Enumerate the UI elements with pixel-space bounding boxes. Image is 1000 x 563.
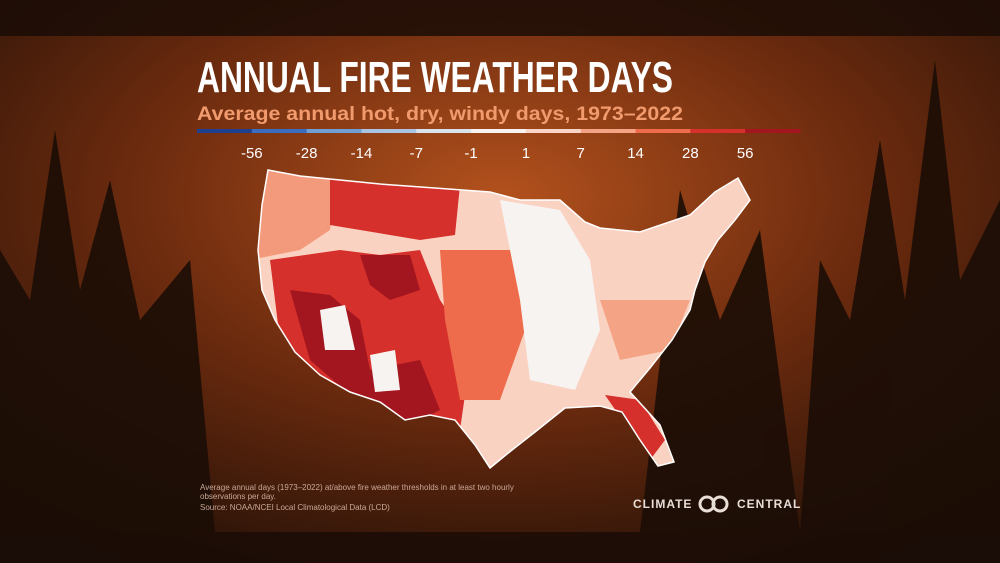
legend: -56 -28 -14 -7 -1 1 7 14 28 56 bbox=[197, 129, 801, 162]
legend-label: 1 bbox=[522, 145, 530, 162]
legend-label: -7 bbox=[410, 145, 423, 162]
legend-swatch bbox=[471, 129, 527, 133]
source: Source: NOAA/NCEI Local Climatological D… bbox=[200, 503, 390, 512]
region-low-desert bbox=[370, 350, 400, 392]
legend-label: 14 bbox=[627, 145, 644, 162]
title: ANNUAL FIRE WEATHER DAYS bbox=[197, 53, 673, 102]
legend-swatch bbox=[525, 129, 582, 133]
logo-text: CENTRAL bbox=[737, 497, 801, 511]
legend-swatch bbox=[361, 129, 417, 133]
legend-swatch bbox=[197, 129, 253, 133]
legend-label: 7 bbox=[577, 145, 585, 162]
legend-swatch bbox=[416, 129, 472, 133]
legend-swatch bbox=[306, 129, 362, 133]
legend-swatch bbox=[745, 129, 801, 133]
legend-label: -14 bbox=[351, 145, 373, 162]
top-band bbox=[0, 0, 1000, 36]
legend-swatch bbox=[690, 129, 746, 133]
tree-silhouettes bbox=[0, 60, 1000, 532]
region-midwest bbox=[500, 200, 600, 390]
legend-label: -28 bbox=[296, 145, 318, 162]
bottom-band bbox=[0, 532, 1000, 563]
logo-text: CLIMATE bbox=[633, 497, 692, 511]
legend-label: -1 bbox=[464, 145, 477, 162]
legend-swatch bbox=[635, 129, 691, 133]
legend-swatch bbox=[580, 129, 637, 133]
region-northwest bbox=[258, 170, 340, 260]
region-wyoming bbox=[360, 255, 420, 300]
footnote: Average annual days (1973–2022) at/above… bbox=[200, 483, 514, 492]
legend-label: 28 bbox=[682, 145, 699, 162]
footnote: observations per day. bbox=[200, 492, 276, 501]
legend-label: 56 bbox=[737, 145, 754, 162]
legend-label: -56 bbox=[241, 145, 263, 162]
region-basin bbox=[320, 305, 355, 350]
subtitle: Average annual hot, dry, windy days, 197… bbox=[197, 104, 683, 125]
legend-swatch bbox=[251, 129, 308, 133]
region-high-plains bbox=[440, 250, 525, 400]
logo-mark bbox=[698, 495, 729, 513]
region-northern-plains bbox=[330, 175, 460, 240]
